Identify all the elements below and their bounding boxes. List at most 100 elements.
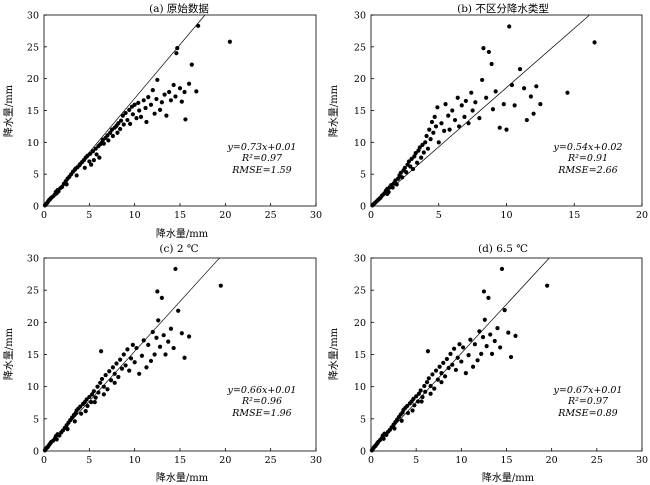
panel-d-point: [381, 436, 386, 441]
panel-b-point: [385, 191, 390, 197]
panel-a-point: [167, 89, 172, 95]
panel-d-point: [425, 349, 431, 354]
panel-d-point: [453, 367, 459, 373]
panel-b-point: [406, 159, 412, 164]
panel-a-point: [88, 151, 93, 156]
panel-c-point: [130, 342, 135, 347]
panel-a-ytick-label: 0: [33, 202, 39, 213]
panel-a-point: [118, 126, 123, 132]
panel-a-point: [106, 138, 111, 143]
panel-c-point: [123, 363, 128, 368]
panel-d-point: [455, 355, 460, 360]
panel-d-point: [415, 399, 421, 404]
panel-b-point: [423, 140, 428, 145]
panel-a-point: [182, 89, 187, 95]
panel-a-point: [110, 133, 116, 139]
panel-d-point: [457, 342, 462, 347]
panel-c-point: [89, 400, 94, 405]
panel-a-point: [175, 46, 180, 51]
panel-b-point: [396, 176, 401, 181]
panel-d-ytick-label: 10: [354, 382, 366, 393]
panel-b-point: [490, 107, 496, 112]
panel-b-point: [431, 130, 436, 135]
panel-c-point: [95, 384, 100, 389]
panel-a-xtick-label: 5: [86, 210, 92, 221]
panel-a-ytick-label: 5: [33, 170, 39, 181]
panel-c-xtick-label: 25: [265, 455, 277, 466]
panel-b-point: [410, 166, 416, 172]
panel-a-point: [120, 113, 125, 118]
panel-d-point: [461, 345, 466, 350]
panel-d-point: [475, 358, 480, 363]
panel-a-point: [118, 118, 124, 123]
panel-b-point: [452, 117, 458, 123]
panel-a-point: [186, 81, 192, 86]
panel-b-equation: y=0.54x+0.02: [553, 142, 623, 153]
panel-a-point: [183, 117, 188, 122]
panel-d-xtick-label: 0: [368, 455, 374, 466]
panel-a-point: [60, 184, 65, 189]
panel-b-point: [486, 49, 491, 55]
panel-a-ytick-label: 25: [27, 42, 39, 53]
panel-c-r2: R²=0.96: [241, 396, 282, 407]
panel-d-point: [468, 337, 473, 342]
panel-b-point: [493, 89, 498, 94]
panel-d-point: [472, 342, 477, 347]
panel-c-point: [112, 371, 117, 376]
panel-d-point: [488, 332, 493, 337]
panel-a-point: [101, 141, 106, 146]
panel-d-point: [477, 329, 482, 334]
panel-c-point: [78, 404, 83, 409]
panel-a-point: [152, 111, 157, 116]
panel-d-point: [428, 383, 433, 389]
panel-d-point: [452, 346, 457, 351]
panel-d-point: [480, 335, 486, 340]
panel-a-point: [132, 102, 137, 107]
panel-b-point: [428, 137, 433, 142]
panel-a-point: [164, 113, 169, 118]
panel-c-point: [119, 366, 125, 371]
panel-b-ytick-label: 15: [354, 106, 366, 117]
panel-d-point: [439, 380, 444, 385]
panel-a-point: [116, 121, 121, 126]
panel-c-xtick-label: 0: [41, 455, 47, 466]
panel-b-point: [390, 185, 395, 190]
panel-c-point: [125, 347, 130, 352]
panel-b-rmse: RMSE=2.66: [557, 165, 617, 176]
panel-a-point: [125, 117, 130, 123]
panel-d-equation: y=0.67x+0.01: [553, 385, 623, 396]
panel-c-point: [163, 352, 168, 357]
panel-a-xtick-label: 20: [219, 210, 231, 221]
panel-b-point: [477, 116, 482, 121]
panel-d-point: [412, 403, 417, 408]
panel-a-point: [130, 112, 135, 117]
panel-d-point: [486, 295, 491, 300]
panel-d-point: [419, 399, 424, 404]
panel-c-point: [110, 365, 116, 370]
panel-a-point: [154, 96, 159, 102]
panel-b-title: (b) 不区分降水类型: [457, 2, 549, 15]
panel-a-point: [144, 119, 149, 125]
panel-c-point: [156, 318, 161, 323]
panel-c-point: [141, 338, 146, 343]
panel-c-point: [154, 335, 159, 340]
panel-c-point: [101, 384, 106, 389]
panel-a-point: [168, 98, 174, 103]
panel-a-point: [94, 152, 99, 157]
panel-d-title: (d) 6.5 ℃: [478, 243, 528, 255]
panel-c-point: [166, 339, 171, 344]
panel-a-point: [196, 23, 201, 28]
panel-a-point: [162, 92, 167, 97]
panel-d-point: [506, 330, 511, 335]
panel-c-point: [92, 400, 97, 405]
panel-b-point: [459, 103, 464, 108]
panel-c-point: [108, 378, 114, 383]
panel-b-point: [402, 165, 407, 170]
panel-d-ytick-label: 5: [360, 414, 366, 425]
panel-a-point: [134, 116, 139, 121]
panel-b-point: [432, 114, 437, 119]
panel-d-point: [392, 426, 397, 431]
panel-c: (c) 2 ℃ 降水量/mm 降水量/mm y=0.66x+0.01 R²=0.…: [2, 243, 322, 484]
panel-d-point: [435, 377, 440, 382]
